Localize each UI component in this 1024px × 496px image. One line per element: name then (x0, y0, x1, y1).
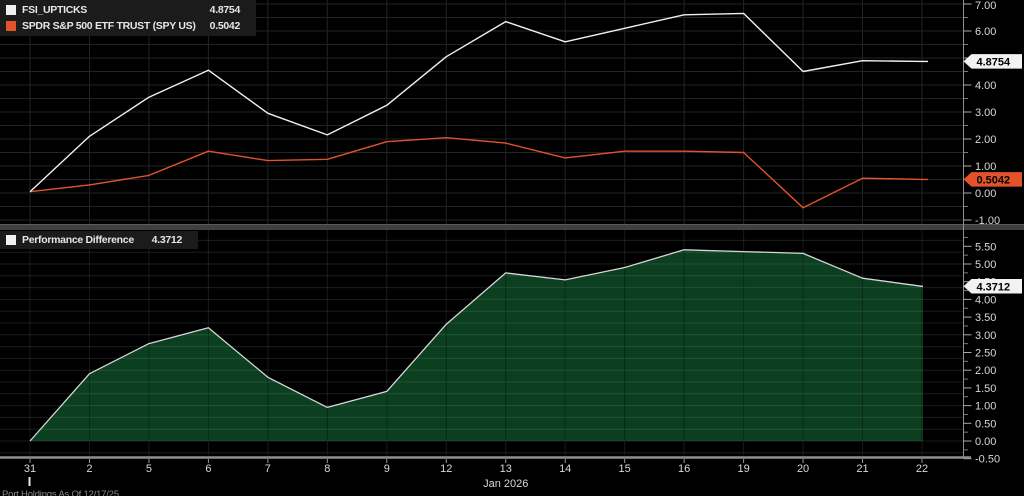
spy-last-value-tag-bg (963, 172, 1022, 187)
performance-difference-edge (29, 249, 923, 442)
y-tick-label: 5.00 (975, 259, 996, 271)
x-tick-label: 22 (916, 463, 928, 475)
x-tick-label: 21 (856, 463, 868, 475)
legend-item-fsi-upticks[interactable]: FSI_UPTICKS 4.8754 (0, 2, 256, 18)
y-tick-label: 7.00 (975, 0, 996, 12)
legend-swatch-white-icon (6, 235, 16, 245)
x-axis-cursor-mark (28, 477, 31, 486)
spy-line (29, 137, 928, 209)
x-tick-label: 2 (86, 463, 92, 475)
y-tick-label: 2.00 (975, 134, 996, 146)
y-tick-label: 6.00 (975, 26, 996, 38)
x-tick-label: 8 (324, 463, 330, 475)
y-tick-label: 3.50 (975, 312, 996, 324)
y-tick-label: 0.50 (975, 418, 996, 430)
legend-label: SPDR S&P 500 ETF TRUST (SPY US) (22, 20, 196, 32)
y-tick-label: 1.00 (975, 161, 996, 173)
y-tick-label: 0.00 (975, 436, 996, 448)
legend-last-value: 4.8754 (209, 4, 241, 16)
x-tick-label: 14 (559, 463, 571, 475)
y-tick-label: 5.50 (975, 241, 996, 253)
x-tick-label: 12 (440, 463, 452, 475)
fsi-upticks-line (29, 12, 928, 193)
legend-label: FSI_UPTICKS (22, 4, 87, 16)
y-tick-label: 1.00 (975, 401, 996, 413)
y-tick-label: -1.00 (975, 215, 1000, 227)
y-tick-label: 4.00 (975, 80, 996, 92)
x-tick-label: 5 (146, 463, 152, 475)
top-legend: FSI_UPTICKS 4.8754 SPDR S&P 500 ETF TRUS… (0, 0, 256, 36)
x-tick-label: 15 (619, 463, 631, 475)
legend-last-value: 4.3712 (151, 234, 183, 246)
legend-last-value: 0.5042 (209, 20, 241, 32)
x-tick-label: 31 (24, 463, 36, 475)
difference-last-value-tag-bg (963, 279, 1022, 294)
x-tick-label: 9 (384, 463, 390, 475)
y-tick-label: 3.00 (975, 107, 996, 119)
fsi-last-value-tag-bg (963, 54, 1022, 69)
y-tick-label: 1.50 (975, 383, 996, 395)
month-label: Jan 2026 (483, 478, 528, 490)
y-tick-label: 3.00 (975, 330, 996, 342)
legend-swatch-orange-icon (6, 21, 16, 31)
fsi-last-value-tag: 4.8754 (977, 56, 1012, 68)
difference-last-value-tag: 4.3712 (977, 281, 1011, 293)
x-tick-label: 13 (500, 463, 512, 475)
y-tick-label: 2.50 (975, 348, 996, 360)
legend-label: Performance Difference (22, 234, 134, 246)
spy-last-value-tag: 0.5042 (977, 174, 1011, 186)
y-tick-label: 4.00 (975, 294, 996, 306)
panel-divider (0, 224, 1024, 230)
x-tick-label: 16 (678, 463, 690, 475)
legend-item-performance-difference[interactable]: Performance Difference 4.3712 (0, 232, 198, 248)
x-tick-label: 19 (737, 463, 749, 475)
performance-difference-area (30, 249, 923, 441)
x-tick-label: 6 (205, 463, 211, 475)
y-tick-label: 2.00 (975, 365, 996, 377)
legend-item-spy[interactable]: SPDR S&P 500 ETF TRUST (SPY US) 0.5042 (0, 18, 256, 34)
x-tick-label: 7 (265, 463, 271, 475)
legend-swatch-white-icon (6, 5, 16, 15)
y-tick-label: 0.00 (975, 188, 996, 200)
holdings-as-of-note: Port Holdings As Of 12/17/25 (2, 489, 119, 496)
bottom-legend: Performance Difference 4.3712 (0, 231, 198, 249)
y-tick-label: -0.50 (975, 454, 1000, 466)
x-tick-label: 20 (797, 463, 809, 475)
